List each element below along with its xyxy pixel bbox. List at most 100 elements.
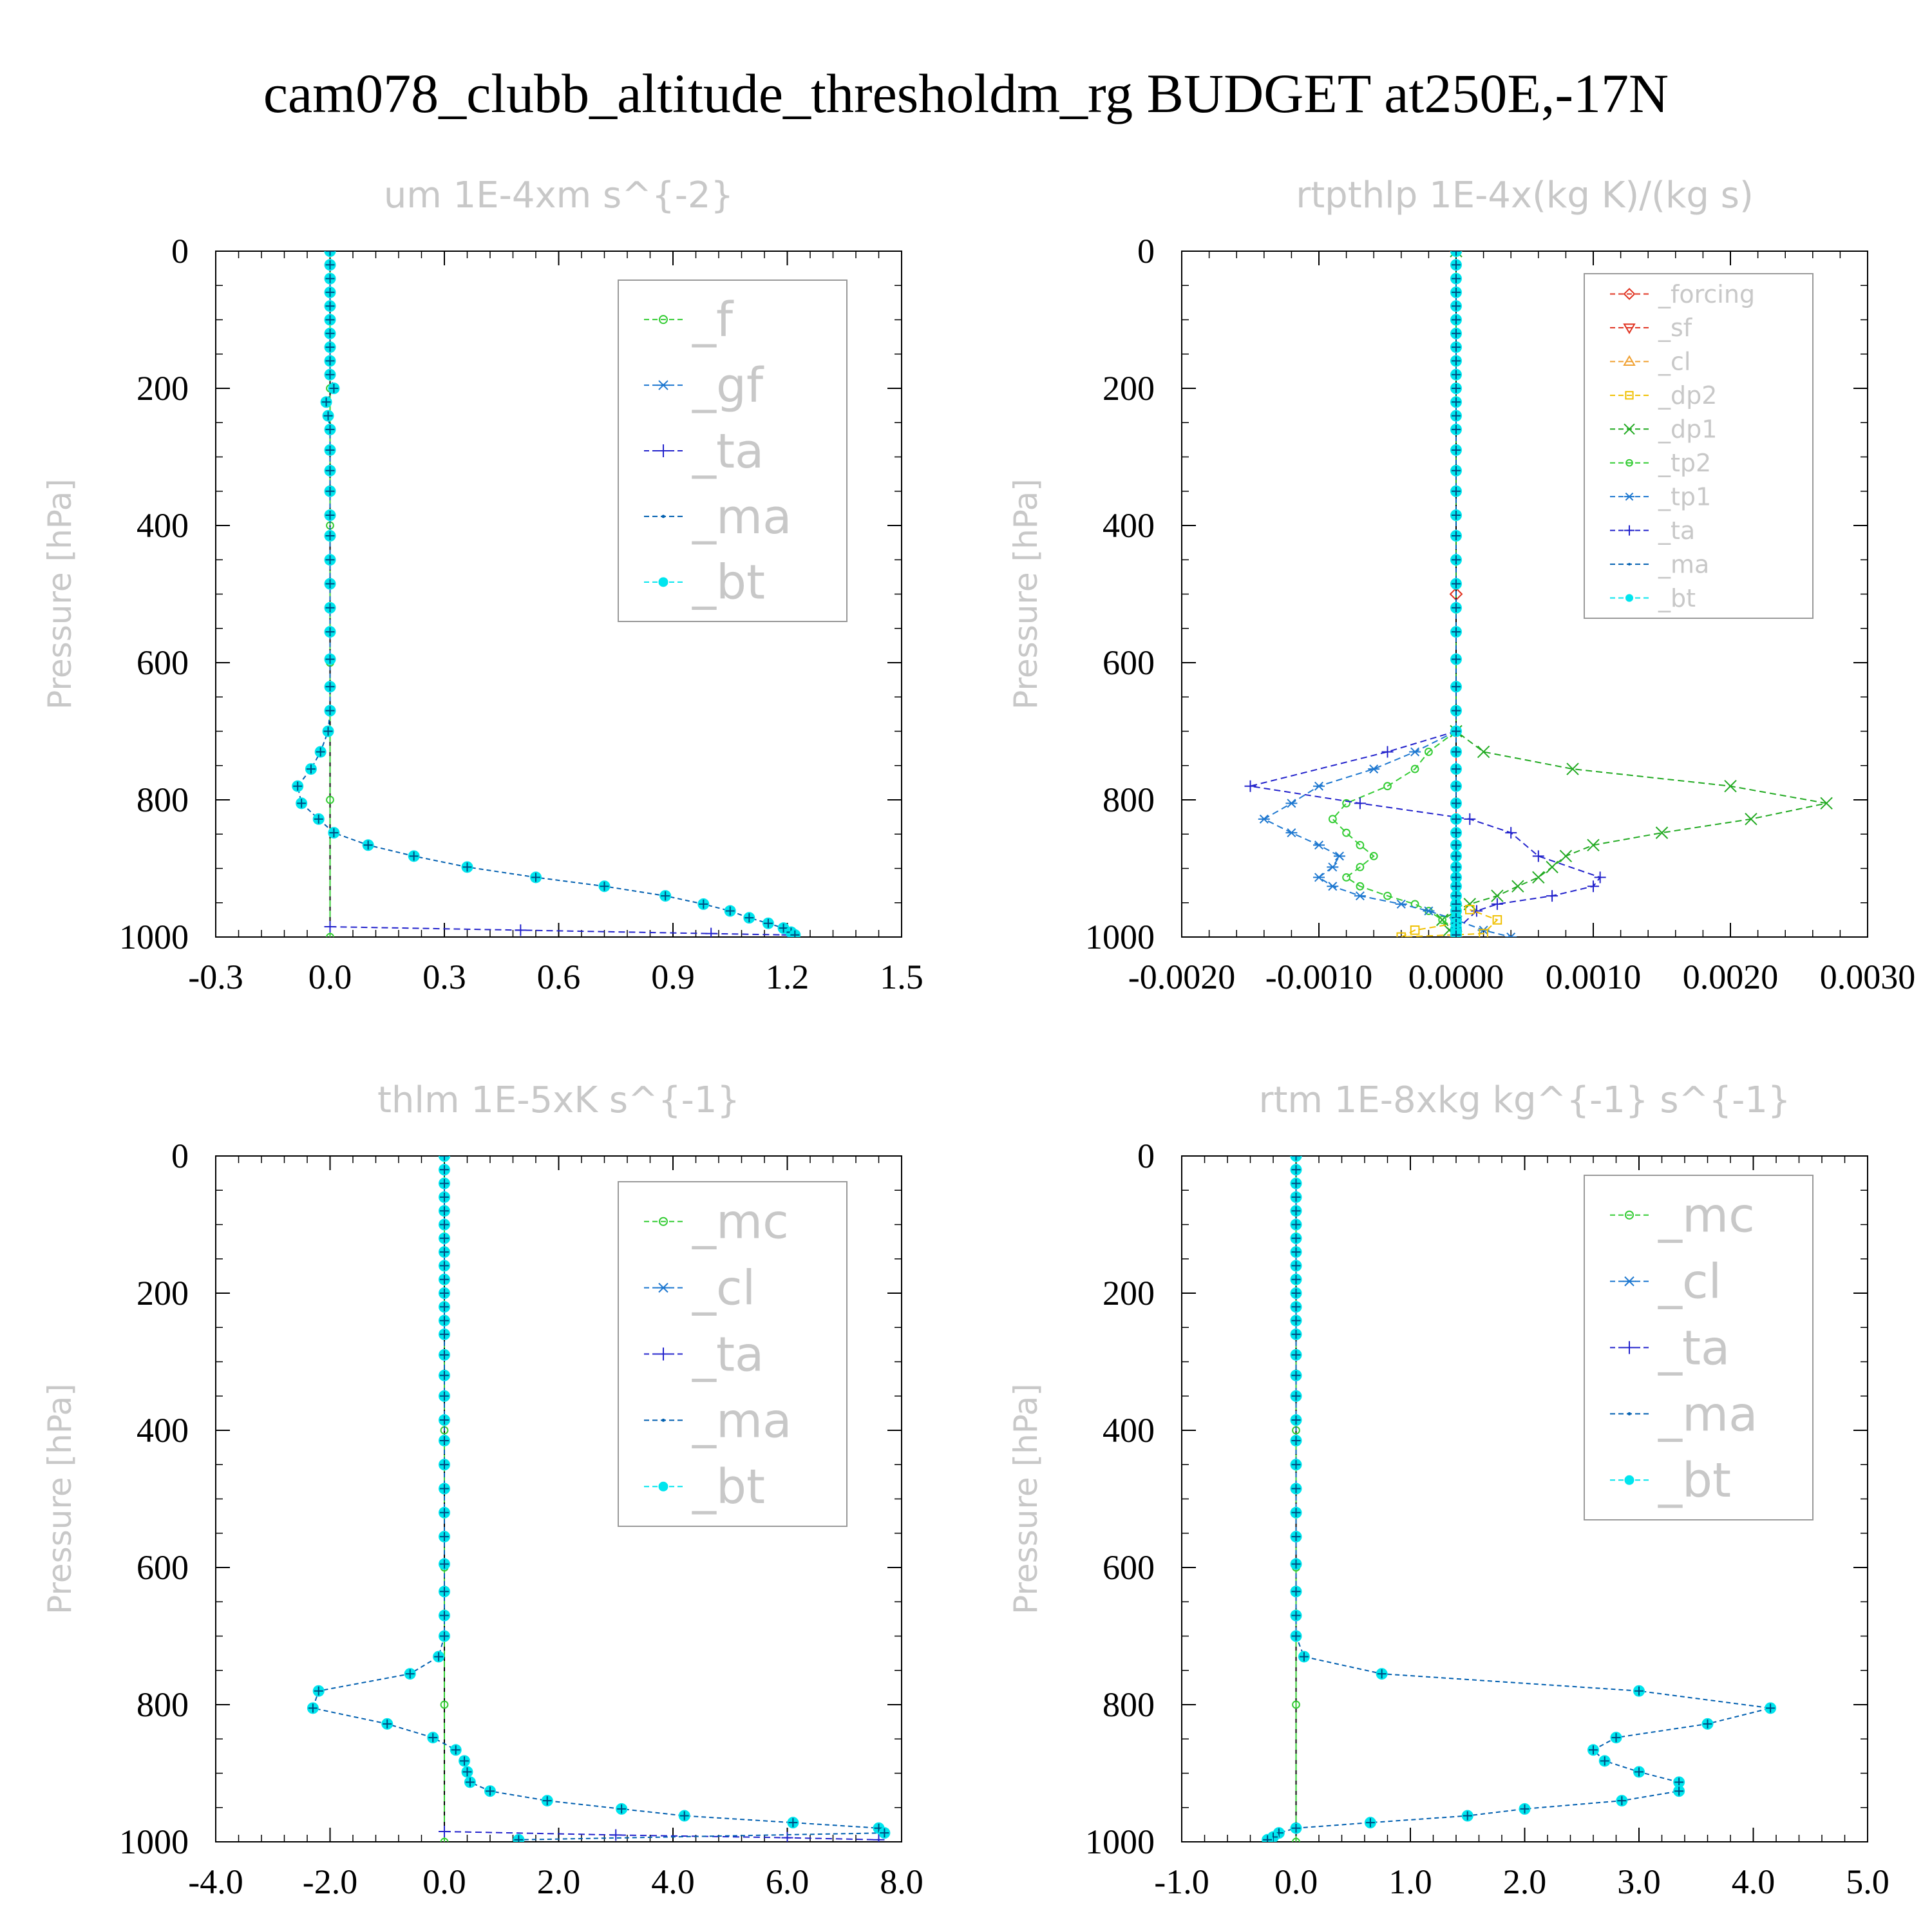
series-bt-point-cross (1766, 1703, 1776, 1713)
legend-label-bt: _bt (692, 555, 765, 611)
series-bt-point-cross (1452, 851, 1461, 861)
series-ta-point (515, 924, 527, 936)
y-tick-label: 200 (1103, 369, 1155, 408)
y-tick-label: 400 (1103, 1411, 1155, 1450)
series-bt-point-cross (1452, 315, 1461, 325)
series-bt-point-cross (1452, 411, 1461, 421)
series-bt-point-cross (1291, 1289, 1301, 1298)
series-bt-point-cross (440, 1416, 449, 1425)
series-bt-point-cross (1452, 370, 1461, 379)
series-bt-point-cross (325, 531, 335, 540)
series-bt-point-cross (699, 899, 708, 909)
series-bt-point-cross (1452, 251, 1461, 256)
series-bt-line (1267, 1156, 1771, 1841)
legend-marker-bt (1624, 1475, 1634, 1485)
legend-marker-ma (661, 515, 665, 518)
series-bt-point-cross (1452, 486, 1461, 496)
series-tp1-line (1262, 730, 1511, 937)
plot-data (1262, 1156, 1777, 1842)
series-bt-point-cross (661, 891, 670, 901)
x-tick-label: 0.0 (1274, 1862, 1318, 1901)
plot-data (307, 1156, 891, 1842)
series-bt-point-cross (316, 747, 325, 757)
series-bt-point-cross (1263, 1835, 1273, 1842)
series-tp2-point (1438, 915, 1447, 924)
y-tick-label: 200 (137, 369, 189, 408)
series-bt-point-cross (440, 1559, 449, 1569)
series-bt-point-cross (325, 343, 335, 352)
legend-marker-bt (658, 577, 668, 587)
series-bt-point-cross (1634, 1767, 1643, 1777)
series-dp1-point (1532, 871, 1545, 884)
series-bt-point-cross (440, 1587, 449, 1596)
legend-label-f: _f (692, 292, 734, 348)
legend-label-mc: _mc (1658, 1188, 1755, 1244)
x-tick-label: 4.0 (651, 1862, 695, 1901)
legend-label-dp1: _dp1 (1658, 415, 1717, 444)
series-bt-point-cross (325, 627, 335, 637)
series-bt-point-cross (1452, 397, 1461, 407)
y-axis-label: Pressure [hPa] (1007, 1383, 1045, 1615)
series-dp2-point (1479, 929, 1488, 937)
legend-marker-ta (1624, 525, 1634, 536)
series-tp2-point (1356, 840, 1365, 849)
series-ta-point (1505, 827, 1517, 839)
series-bt-point-cross (1291, 1532, 1301, 1542)
series-bt-point-cross (1291, 1329, 1301, 1339)
panel-3: thlm 1E-5xK s^{-1} -4.0 -2.0 0.0 2.0 4.0 6.0 8.… (41, 1079, 923, 1901)
series-bt-point-cross (1299, 1652, 1309, 1662)
series-bt-point-cross (306, 764, 316, 774)
series-bt-point-cross (297, 799, 307, 808)
series-tp1-point (1285, 799, 1298, 808)
series-bt-point-cross (486, 1786, 495, 1796)
series-bt-point-cross (325, 424, 335, 434)
series-bt-point-cross (440, 1302, 449, 1312)
series-bt-point-cross (1291, 1316, 1301, 1325)
series-ta-point (1546, 890, 1558, 902)
series-bt-point-cross (1452, 862, 1461, 872)
x-tick-label: -0.0020 (1128, 958, 1235, 996)
series-bt-point-cross (1452, 287, 1461, 297)
series-bt-point-cross (1291, 1391, 1301, 1401)
y-tick-label: 200 (137, 1274, 189, 1312)
series-bt-point-cross (325, 328, 335, 338)
series-dp2-point (1410, 925, 1420, 935)
x-tick-label: 0.0030 (1820, 958, 1916, 996)
series-tp1-point (1327, 862, 1339, 872)
series-bt-point-cross (325, 603, 335, 612)
series-f-point (326, 795, 334, 804)
x-tick-label: -0.3 (188, 958, 243, 996)
legend-label-ta: _ta (692, 1327, 764, 1382)
series-tp2-point (1356, 862, 1365, 871)
series-bt-point-cross (1452, 424, 1461, 434)
series-bt-point-cross (440, 1220, 449, 1229)
series-bt-point-cross (440, 1391, 449, 1401)
x-tick-label: 0.6 (537, 958, 581, 996)
y-tick-label: 0 (171, 1137, 189, 1175)
series-bt-point-cross (314, 1686, 323, 1696)
series-bt-point-cross (440, 1233, 449, 1243)
legend-marker-ta (1623, 1341, 1636, 1354)
series-tp1-point (1505, 932, 1517, 937)
x-tick-label: 4.0 (1732, 1862, 1776, 1901)
series-bt-point-cross (1674, 1786, 1684, 1796)
series-bt-point-cross (1452, 343, 1461, 352)
series-ta-point (1532, 850, 1544, 862)
legend-marker-mc (1625, 1210, 1634, 1220)
series-bt-point-cross (1452, 706, 1461, 715)
series-tp1-point (1395, 899, 1407, 909)
series-bt-point-cross (1291, 1206, 1301, 1216)
legend-marker-tp1 (1624, 492, 1634, 501)
legend-label-forcing: _forcing (1658, 280, 1755, 308)
series-ta-point (1470, 905, 1482, 917)
series-bt-point-cross (293, 781, 303, 791)
series-mc-point (440, 1837, 449, 1842)
y-tick-label: 1000 (119, 918, 189, 956)
series-tp2-point (1342, 828, 1351, 837)
series-bt-point-cross (1452, 328, 1461, 338)
series-tp2-line (1331, 730, 1457, 931)
series-bt-point-cross (1291, 1156, 1301, 1160)
series-dp1-point (1559, 849, 1573, 863)
series-bt-point-cross (1452, 764, 1461, 774)
